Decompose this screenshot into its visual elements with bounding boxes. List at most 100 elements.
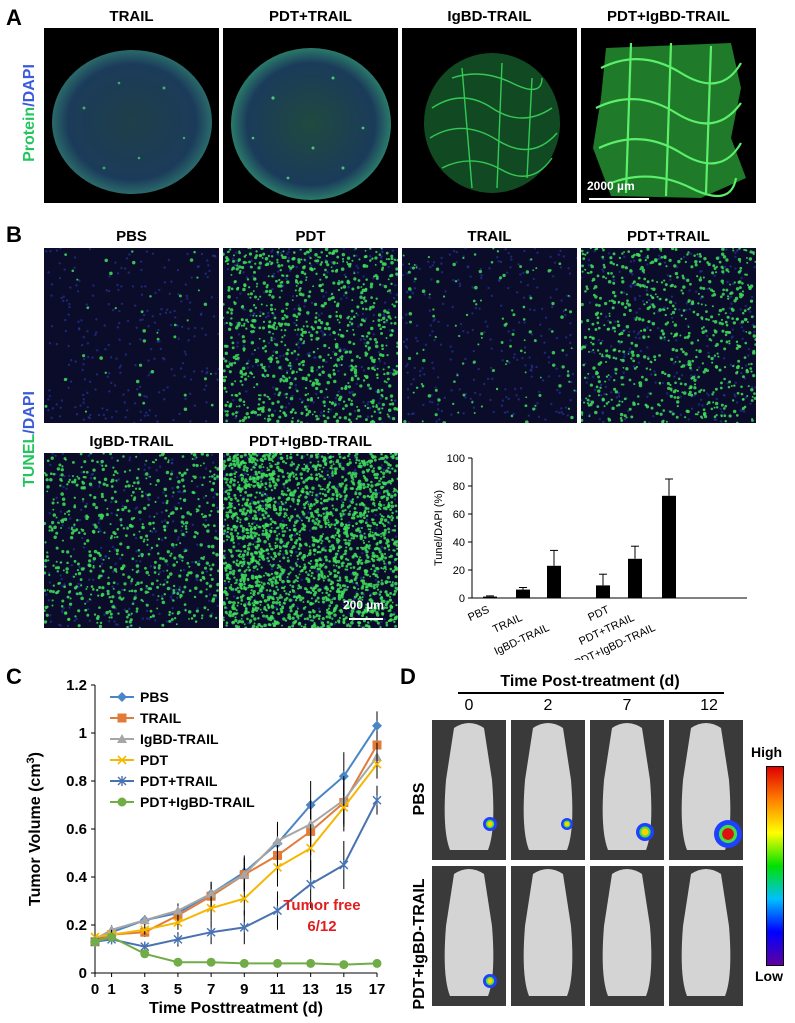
- data-point-marker: [372, 795, 382, 806]
- scale-bar-b: [349, 618, 383, 620]
- stain-dapi-b: DAPI: [21, 391, 38, 430]
- line-x-tick-label: 1: [107, 981, 115, 998]
- data-point-marker: [173, 957, 183, 967]
- bar-y-axis-label: Tunel/DAPI (%): [433, 490, 445, 566]
- series-line: [94, 763, 378, 938]
- data-point-marker: [173, 918, 183, 928]
- panel-b-title-4: PDT+TRAIL: [627, 228, 710, 245]
- bar-pdt: [596, 585, 610, 598]
- line-x-tick-label: 0: [91, 981, 99, 998]
- tunel-image-pdt-igbd-trail: [223, 453, 398, 628]
- data-point-marker: [239, 958, 249, 968]
- data-point-marker: [306, 843, 316, 853]
- mouse-body: [681, 723, 731, 850]
- time-point-0: 0: [464, 697, 474, 714]
- tunel-image-pdt: [223, 248, 398, 423]
- line-y-axis-label: Tumor Volume (cm3): [25, 752, 44, 906]
- bar-pdt-igbd-trail: [662, 495, 676, 598]
- panel-d-header: Time Post-treatment (d): [500, 673, 680, 690]
- panel-a-title-2: PDT+TRAIL: [269, 8, 352, 25]
- panel-a-label: A: [6, 5, 22, 30]
- bioluminescence-signal: [487, 978, 493, 984]
- data-point-marker: [117, 734, 127, 743]
- line-y-tick-label: 0.4: [66, 869, 88, 886]
- bioluminescence-signal: [641, 828, 649, 836]
- bar-igbd-trail: [547, 565, 561, 598]
- series-line: [94, 725, 378, 943]
- bar-pdt-trail: [628, 558, 642, 598]
- data-point-marker: [339, 860, 349, 870]
- data-point-marker: [339, 802, 349, 812]
- tumor-section-image-igbd-trail: [402, 28, 577, 203]
- bar-y-tick-label: 40: [453, 537, 465, 549]
- scale-bar-a: [589, 198, 649, 200]
- mouse-image: [590, 720, 664, 860]
- series-line: [94, 744, 378, 943]
- panel-c-label: C: [6, 664, 22, 689]
- micrograph-speckles: [402, 248, 577, 423]
- micrograph-speckles: [581, 248, 756, 423]
- line-x-tick-label: 13: [302, 981, 319, 998]
- tumor-section-image-pdt-igbd-trail: 2000 µm: [581, 28, 756, 203]
- data-point-marker: [90, 937, 100, 947]
- mouse-body: [444, 723, 494, 850]
- tunel-image-pdt-trail: [581, 248, 756, 423]
- bioluminescence-mouse-images: [432, 720, 743, 1006]
- bar-y-tick-label: 0: [459, 593, 465, 605]
- mouse-body: [523, 869, 573, 996]
- series-line: [94, 756, 378, 941]
- mouse-image: [511, 720, 585, 860]
- bioluminescence-signal: [487, 821, 493, 827]
- bar-y-tick-label: 100: [447, 453, 465, 465]
- micrograph-speckles: [223, 453, 398, 628]
- data-point-marker: [239, 922, 249, 933]
- data-point-marker: [272, 836, 283, 845]
- data-point-marker: [306, 879, 316, 890]
- bar-pbs: [483, 596, 497, 598]
- stain-separator-b: /: [21, 429, 38, 434]
- line-y-tick-label: 0.8: [66, 773, 87, 790]
- legend-label: PBS: [140, 689, 169, 705]
- data-point-marker: [372, 720, 382, 731]
- mouse-image: [432, 720, 506, 860]
- stain-tunel: TUNEL: [21, 433, 38, 488]
- scale-bar-label-a: 2000 µm: [587, 179, 635, 193]
- tunel-image-igbd-trail: [44, 453, 219, 628]
- tumor-free-count: 6/12: [307, 918, 336, 935]
- data-point-marker: [117, 797, 127, 807]
- colorbar-low-label: Low: [755, 968, 783, 984]
- bioluminescence-colorbar: [766, 766, 784, 966]
- data-point-marker: [117, 692, 127, 702]
- data-point-marker: [339, 960, 349, 970]
- mouse-image: [432, 866, 506, 1006]
- line-x-axis-label: Time Posttreatment (d): [149, 1000, 323, 1017]
- panel-b-title-3: TRAIL: [467, 228, 512, 245]
- stain-separator: /: [21, 102, 38, 107]
- mouse-body: [602, 723, 652, 850]
- tumor-section-image-pdt-trail: [223, 28, 398, 203]
- data-point-marker: [305, 819, 316, 829]
- bar-trail: [516, 589, 530, 598]
- bar-category-label: PBS: [466, 604, 491, 624]
- series-line: [94, 935, 378, 966]
- legend-label: IgBD-TRAIL: [140, 731, 219, 747]
- mouse-image: [511, 866, 585, 1006]
- data-point-marker: [372, 759, 382, 769]
- bioluminescence-signal: [564, 821, 570, 827]
- panel-b-title-2: PDT: [295, 228, 326, 245]
- panel-d-label: D: [400, 664, 416, 689]
- data-point-marker: [172, 905, 183, 915]
- mouse-image: [590, 866, 664, 1006]
- mouse-image: [669, 866, 743, 1006]
- bar-y-tick-label: 20: [453, 565, 465, 577]
- stain-protein: Protein: [21, 106, 38, 162]
- line-x-tick-label: 3: [141, 981, 149, 998]
- micrograph-speckles: [223, 248, 398, 423]
- line-y-tick-label: 1.2: [66, 677, 87, 694]
- data-point-marker: [272, 958, 282, 968]
- time-point-12: 12: [700, 697, 718, 714]
- bioluminescence-signal: [722, 828, 734, 840]
- series-line: [94, 799, 378, 948]
- line-x-tick-label: 7: [207, 981, 215, 998]
